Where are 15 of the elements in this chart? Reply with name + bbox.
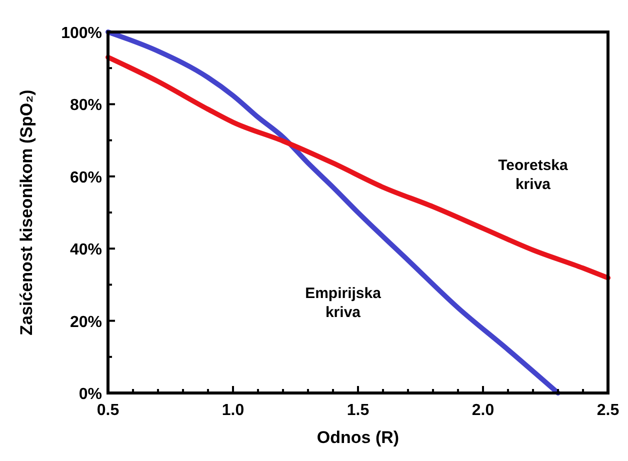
text: Teoretska kriva <box>498 157 569 194</box>
x-tick-label: 1.5 <box>346 402 370 419</box>
y-tick-label: 40% <box>70 242 102 259</box>
x-tick-label: 2.0 <box>472 402 494 419</box>
y-axis-title: Zasićenost kiseonikom (SpO₂) <box>17 90 36 336</box>
text: Empirijska kriva <box>305 284 382 321</box>
y-tick-label: 80% <box>70 97 102 114</box>
y-tick-label: 20% <box>70 314 102 331</box>
y-tick-label: 60% <box>70 169 102 186</box>
x-tick-label: 0.5 <box>96 402 120 419</box>
x-axis-title: Odnos (R) <box>316 428 400 447</box>
y-tick-label: 0% <box>78 386 102 403</box>
y-tick-label: 100% <box>61 25 102 42</box>
x-tick-label: 2.5 <box>596 402 620 419</box>
x-tick-label: 1.0 <box>222 402 244 419</box>
